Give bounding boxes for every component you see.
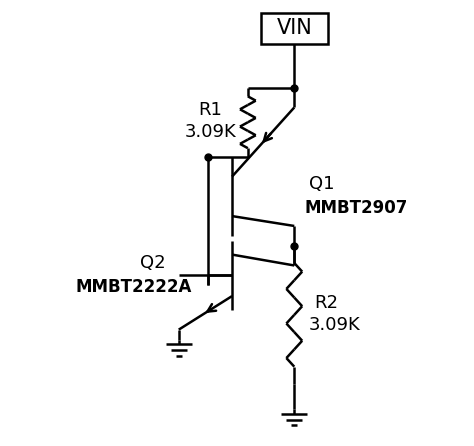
Text: VIN: VIN	[276, 18, 312, 38]
Text: Q2: Q2	[140, 255, 166, 273]
Text: Q1: Q1	[309, 175, 335, 194]
Text: 3.09K: 3.09K	[309, 316, 361, 334]
Text: MMBT2222A: MMBT2222A	[75, 278, 191, 296]
Text: R1: R1	[199, 101, 222, 120]
Text: MMBT2907: MMBT2907	[304, 199, 408, 217]
Text: 3.09K: 3.09K	[184, 123, 236, 141]
Bar	[261, 12, 328, 44]
Text: R2: R2	[314, 294, 338, 312]
